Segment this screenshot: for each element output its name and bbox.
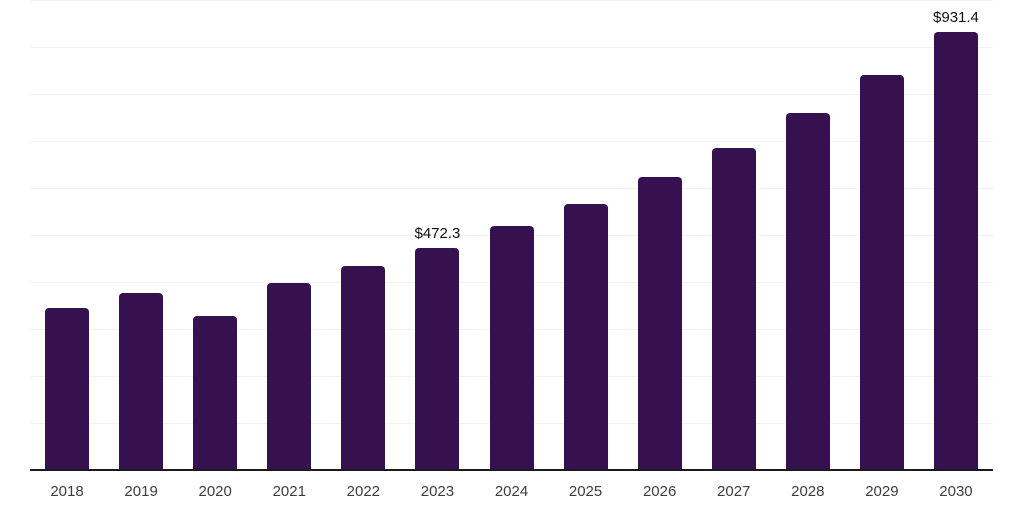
bar-2018: [45, 307, 90, 470]
gridline-800: [30, 94, 993, 95]
x-tick-2019: 2019: [124, 483, 158, 500]
x-tick-2027: 2027: [717, 483, 751, 500]
bar-2026: [637, 176, 682, 470]
gridline-900: [30, 47, 993, 48]
x-tick-2023: 2023: [420, 483, 455, 500]
x-tick-2026: 2026: [642, 483, 677, 500]
bar-2027: [711, 148, 756, 470]
x-tick-2022: 2022: [346, 483, 381, 500]
gridline-600: [30, 188, 993, 189]
x-tick-2024: 2024: [494, 483, 529, 500]
bar-2028: [785, 113, 830, 470]
x-tick-2020: 2020: [198, 483, 232, 500]
bar-2025: [563, 204, 608, 470]
bar-2030: [933, 32, 978, 470]
bar-2022: [341, 266, 386, 470]
bar-2021: [267, 283, 312, 470]
x-tick-2025: 2025: [568, 483, 603, 500]
x-tick-2018: 2018: [50, 483, 84, 500]
x-tick-2030: 2030: [939, 483, 973, 500]
x-tick-2029: 2029: [865, 483, 899, 500]
gridline-700: [30, 141, 993, 142]
bar-2019: [119, 292, 164, 470]
data-label-2023: $472.3: [414, 225, 461, 243]
plot-area: $472.3 $931.4: [30, 0, 993, 471]
bars-layer: $472.3 $931.4: [30, 0, 993, 470]
x-tick-2028: 2028: [791, 483, 825, 500]
bar-2024: [489, 226, 534, 470]
x-axis-labels: 2018 2019 2020 2021 2022 2023 2024 2025 2026 2027…: [30, 483, 993, 507]
gridline-1000: [30, 0, 993, 1]
bar-2020: [193, 315, 238, 470]
x-tick-2021: 2021: [272, 483, 306, 500]
bar-2023: [415, 248, 460, 470]
bar-2029: [859, 74, 904, 470]
x-axis-line: [30, 469, 993, 471]
data-label-2030: $931.4: [933, 9, 979, 27]
